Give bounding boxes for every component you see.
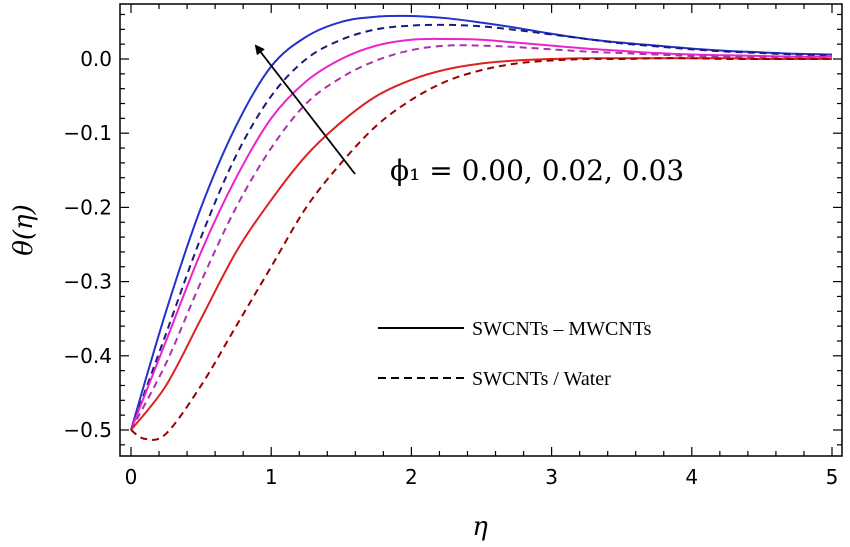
legend-label-dashed: SWCNTs / Water	[472, 368, 611, 390]
x-axis-title: η	[472, 512, 488, 542]
annotation-arrow	[254, 44, 356, 175]
plot-frame	[119, 3, 843, 457]
y-tick-label: −0.4	[63, 344, 112, 368]
x-tick-label: 0	[125, 465, 138, 489]
annotation-label: ϕ₁ = 0.00, 0.02, 0.03	[390, 154, 684, 187]
y-tick-label: −0.2	[63, 195, 112, 219]
series-line-6	[130, 57, 832, 441]
x-tick-label: 1	[265, 465, 278, 489]
series-line-1	[130, 14, 833, 431]
axis-ticks: 0 1 2 3 4 5 −0.5 −0.4 −0.3 −0.2 −0.1 0.0	[63, 4, 842, 489]
x-tick-label: 5	[826, 465, 839, 489]
series-line-4	[130, 44, 833, 431]
x-tick-label: 4	[685, 465, 698, 489]
series-line-3	[130, 37, 833, 431]
legend-label-solid: SWCNTs – MWCNTs	[472, 318, 652, 340]
y-tick-label: −0.3	[63, 270, 112, 294]
y-tick-label: −0.1	[63, 121, 112, 145]
x-tick-label: 2	[405, 465, 418, 489]
series-line-2	[130, 23, 833, 431]
y-tick-label: 0.0	[80, 47, 112, 71]
x-tick-label: 3	[545, 465, 558, 489]
y-axis-title: θ(η)	[9, 204, 39, 256]
y-tick-label: −0.5	[63, 418, 112, 442]
legend: SWCNTs – MWCNTs SWCNTs / Water	[378, 318, 652, 390]
series-layer	[130, 14, 833, 441]
